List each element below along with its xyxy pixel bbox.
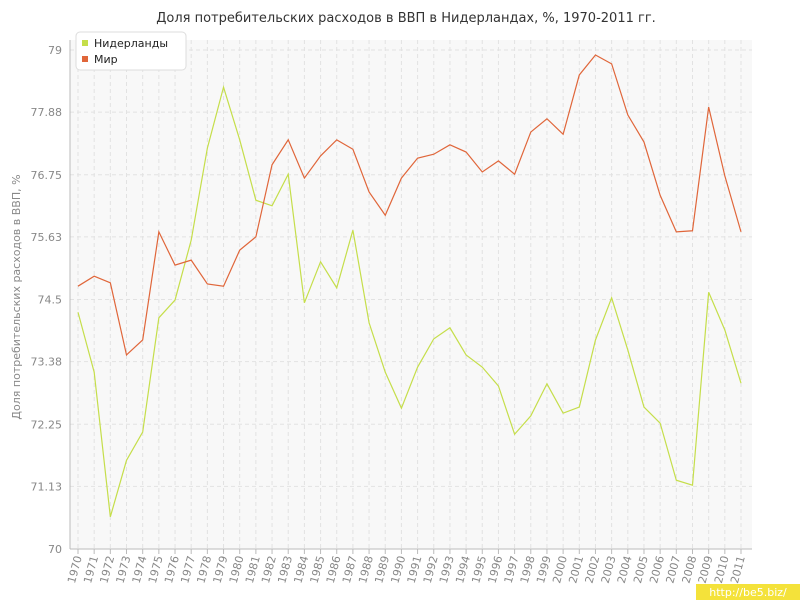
y-tick-label: 73.38 bbox=[31, 356, 63, 369]
watermark-bg bbox=[696, 584, 800, 600]
y-tick-label: 70 bbox=[48, 543, 62, 556]
legend-label: Нидерланды bbox=[94, 37, 168, 50]
y-axis-label: Доля потребительских расходов в ВВП, % bbox=[10, 174, 23, 419]
y-tick-label: 72.25 bbox=[31, 418, 63, 431]
series-line bbox=[77, 54, 742, 357]
legend-swatch bbox=[82, 56, 88, 62]
chart-title: Доля потребительских расходов в ВВП в Ни… bbox=[156, 11, 656, 26]
y-tick-label: 75.63 bbox=[31, 231, 63, 244]
watermark: http://be5.biz/ bbox=[709, 586, 787, 599]
y-tick-label: 77.88 bbox=[31, 106, 63, 119]
plot-area bbox=[70, 40, 752, 549]
legend: Нидерланды Мир bbox=[75, 31, 187, 71]
series-line bbox=[77, 84, 742, 518]
legend-label: Мир bbox=[94, 53, 118, 66]
y-tick-label: 76.75 bbox=[31, 169, 63, 182]
legend-box bbox=[75, 31, 187, 71]
y-tick-label: 79 bbox=[48, 44, 62, 57]
legend-swatch bbox=[82, 40, 88, 46]
y-tick-label: 74.5 bbox=[38, 294, 63, 307]
y-tick-label: 71.13 bbox=[31, 480, 63, 493]
